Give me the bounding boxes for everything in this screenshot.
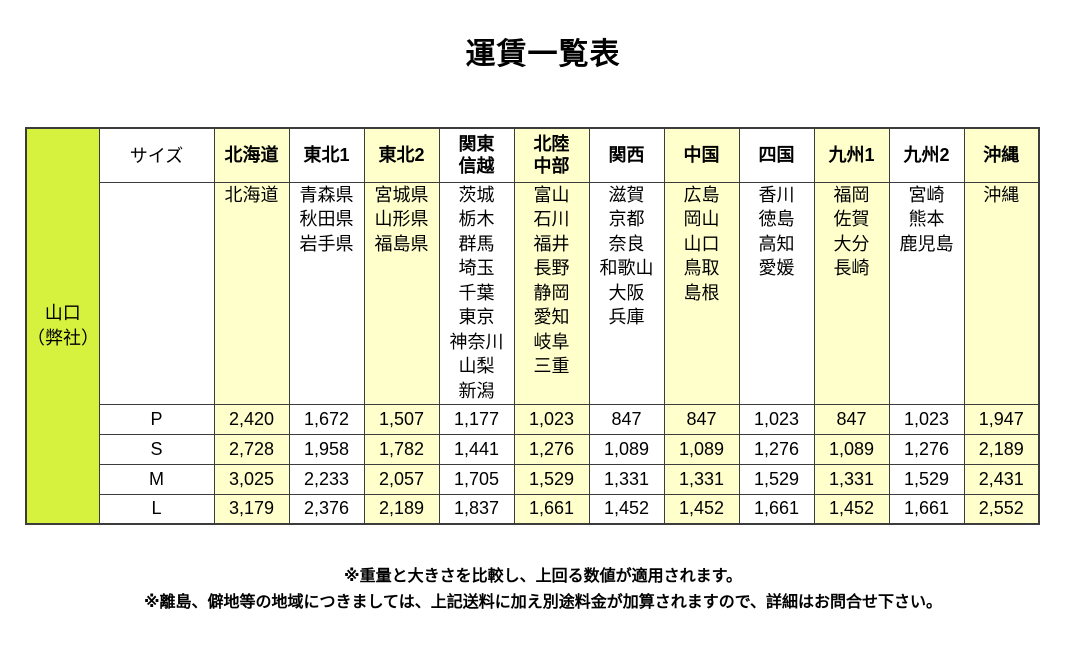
fare-cell: 2,552 (963, 493, 1040, 525)
fare-cell: 1,023 (738, 403, 815, 435)
fare-cell: 1,023 (513, 403, 590, 435)
fare-cell: 1,276 (513, 433, 590, 465)
fare-cell: 1,672 (288, 403, 365, 435)
region-header: 九州2 (888, 127, 965, 183)
prefecture-list: 富山 石川 福井 長野 静岡 愛知 岐阜 三重 (513, 181, 590, 405)
fare-row-p: P 2,420 1,672 1,507 1,177 1,023 847 847 … (26, 403, 1040, 435)
fare-cell: 2,189 (963, 433, 1040, 465)
fare-cell: 1,452 (588, 493, 665, 525)
region-header: 関西 (588, 127, 665, 183)
footer-notes: ※重量と大きさを比較し、上回る数値が適用されます。 ※離島、僻地等の地域につきま… (0, 564, 1086, 616)
empty-size-cell (98, 181, 215, 405)
fare-cell: 1,089 (663, 433, 740, 465)
fare-cell: 847 (813, 403, 890, 435)
fare-cell: 1,661 (513, 493, 590, 525)
prefecture-list: 青森県 秋田県 岩手県 (288, 181, 365, 405)
fare-cell: 1,331 (588, 463, 665, 495)
fare-cell: 1,661 (738, 493, 815, 525)
fare-cell: 1,089 (588, 433, 665, 465)
prefecture-list: 香川 徳島 高知 愛媛 (738, 181, 815, 405)
size-column-header: サイズ (98, 127, 215, 183)
fare-cell: 1,507 (363, 403, 440, 435)
size-label: S (98, 433, 215, 465)
size-label: P (98, 403, 215, 435)
fare-cell: 1,837 (438, 493, 515, 525)
fare-table: 山口 （弊社） サイズ 北海道 東北1 東北2 関東 信越 北陸 中部 関西 中… (25, 127, 1040, 525)
fare-cell: 1,661 (888, 493, 965, 525)
fare-cell: 1,177 (438, 403, 515, 435)
region-header: 九州1 (813, 127, 890, 183)
header-row: 山口 （弊社） サイズ 北海道 東北1 東北2 関東 信越 北陸 中部 関西 中… (25, 127, 1040, 525)
prefecture-list: 北海道 (213, 181, 290, 405)
fare-row-s: S 2,728 1,958 1,782 1,441 1,276 1,089 1,… (26, 433, 1040, 465)
fare-cell: 1,276 (738, 433, 815, 465)
prefecture-list: 宮崎 熊本 鹿児島 (888, 181, 965, 405)
fare-cell: 1,529 (513, 463, 590, 495)
fare-cell: 2,376 (288, 493, 365, 525)
region-header: 四国 (738, 127, 815, 183)
fare-cell: 3,025 (213, 463, 290, 495)
region-header: 東北1 (288, 127, 365, 183)
prefecture-list: 宮城県 山形県 福島県 (363, 181, 440, 405)
fare-cell: 2,728 (213, 433, 290, 465)
page-title: 運賃一覧表 (465, 38, 621, 71)
fare-cell: 1,023 (888, 403, 965, 435)
note-line: ※重量と大きさを比較し、上回る数値が適用されます。 (344, 568, 742, 585)
prefecture-list: 滋賀 京都 奈良 和歌山 大阪 兵庫 (588, 181, 665, 405)
fare-cell: 1,529 (888, 463, 965, 495)
prefecture-list: 茨城 栃木 群馬 埼玉 千葉 東京 神奈川 山梨 新潟 (438, 181, 515, 405)
region-header: 北海道 (213, 127, 290, 183)
fare-cell: 1,452 (663, 493, 740, 525)
fare-cell: 1,782 (363, 433, 440, 465)
fare-cell: 1,958 (288, 433, 365, 465)
region-header: 中国 (663, 127, 740, 183)
fare-cell: 1,529 (738, 463, 815, 495)
fare-cell: 847 (588, 403, 665, 435)
fare-cell: 1,441 (438, 433, 515, 465)
fare-cell: 847 (663, 403, 740, 435)
fare-cell: 2,057 (363, 463, 440, 495)
region-header: 東北2 (363, 127, 440, 183)
origin-cell: 山口 （弊社） (25, 127, 100, 525)
fare-cell: 2,233 (288, 463, 365, 495)
fare-row-l: L 3,179 2,376 2,189 1,837 1,661 1,452 1,… (26, 493, 1040, 525)
prefecture-row: 北海道 青森県 秋田県 岩手県 宮城県 山形県 福島県 茨城 栃木 群馬 埼玉 … (26, 181, 1040, 405)
size-label: M (98, 463, 215, 495)
fare-cell: 2,420 (213, 403, 290, 435)
fare-cell: 2,189 (363, 493, 440, 525)
fare-cell: 1,276 (888, 433, 965, 465)
size-label: L (98, 493, 215, 525)
region-header: 関東 信越 (438, 127, 515, 183)
prefecture-list: 広島 岡山 山口 鳥取 島根 (663, 181, 740, 405)
note-line: ※離島、僻地等の地域につきましては、上記送料に加え別途料金が加算されますので、詳… (143, 594, 943, 611)
fare-cell: 1,947 (963, 403, 1040, 435)
fare-cell: 3,179 (213, 493, 290, 525)
region-header: 沖縄 (963, 127, 1040, 183)
fare-cell: 1,452 (813, 493, 890, 525)
fare-cell: 2,431 (963, 463, 1040, 495)
fare-cell: 1,705 (438, 463, 515, 495)
fare-cell: 1,331 (663, 463, 740, 495)
region-header: 北陸 中部 (513, 127, 590, 183)
fare-cell: 1,331 (813, 463, 890, 495)
prefecture-list: 沖縄 (963, 181, 1040, 405)
fare-cell: 1,089 (813, 433, 890, 465)
prefecture-list: 福岡 佐賀 大分 長崎 (813, 181, 890, 405)
fare-row-m: M 3,025 2,233 2,057 1,705 1,529 1,331 1,… (26, 463, 1040, 495)
